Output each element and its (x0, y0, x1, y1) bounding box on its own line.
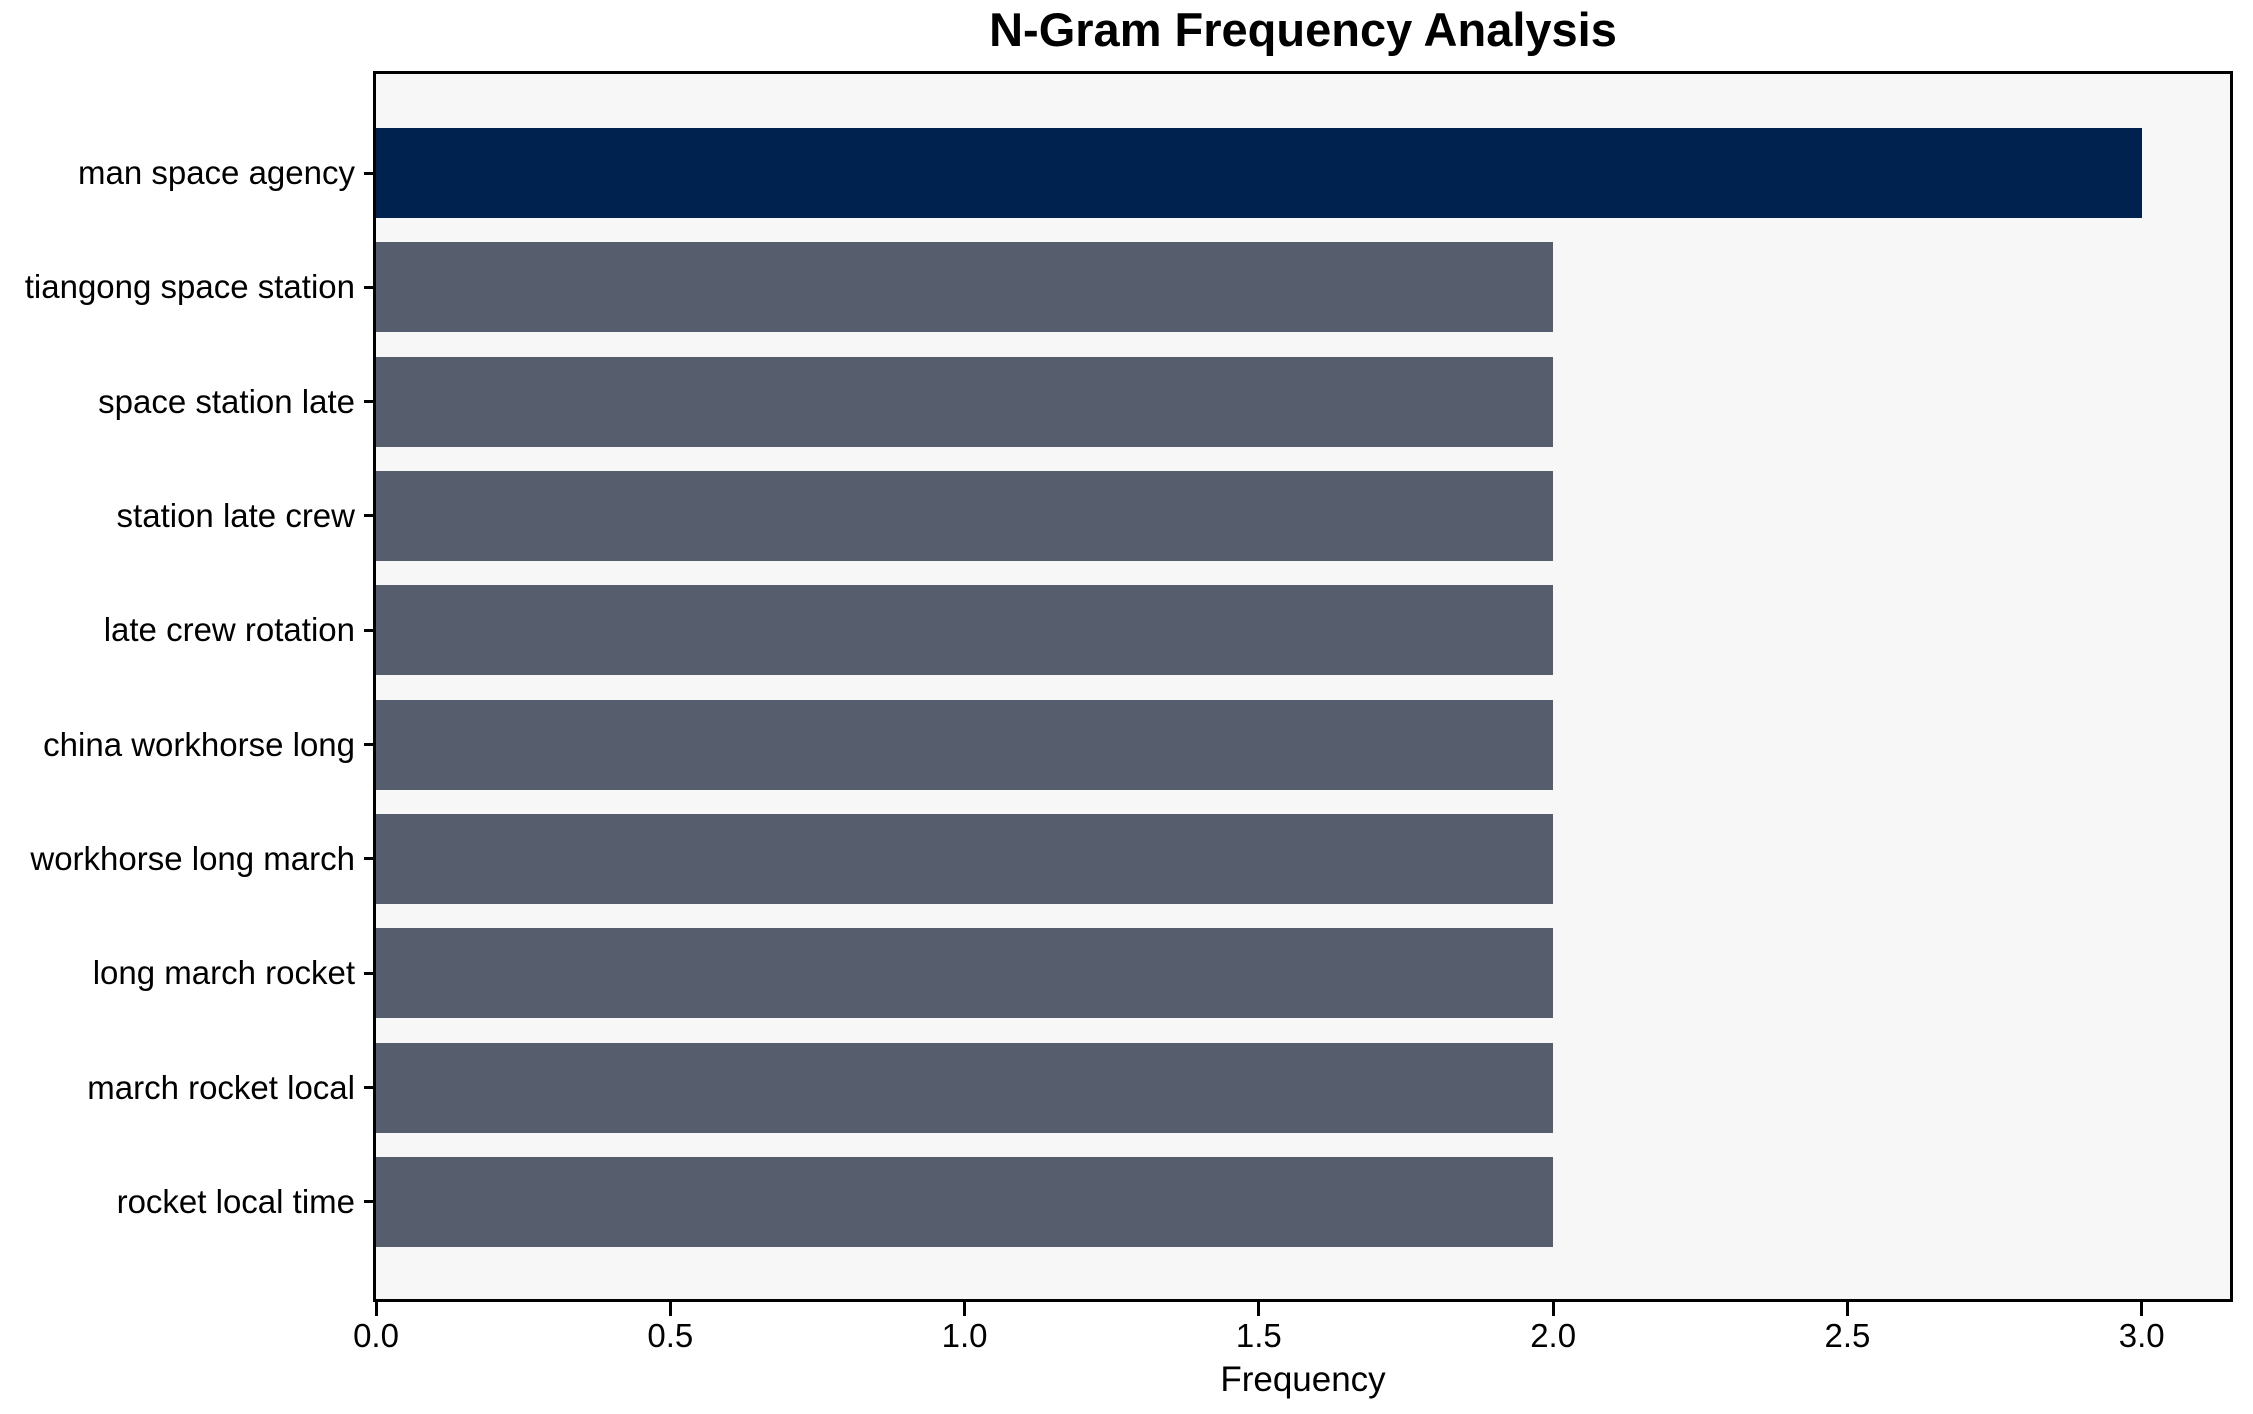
category-label: china workhorse long (43, 725, 355, 763)
y-label-cell: workhorse long march (0, 840, 376, 878)
y-label-cell: space station late (0, 383, 376, 421)
bar (376, 128, 2142, 218)
y-label-cell: china workhorse long (0, 726, 376, 764)
y-label-cell: late crew rotation (0, 611, 376, 649)
category-label: late crew rotation (103, 611, 355, 649)
category-label: rocket local time (116, 1182, 355, 1220)
bar-row: rocket local time (0, 1156, 2230, 1247)
x-tick-label: 2.5 (1824, 1317, 1871, 1354)
y-tick-mark (364, 971, 373, 975)
category-label: man space agency (77, 154, 355, 191)
bar-track (376, 242, 2230, 333)
bar-row: march rocket local (0, 1042, 2230, 1133)
x-axis-label: Frequency (1220, 1360, 1386, 1399)
y-tick-mark (364, 1200, 373, 1204)
bar-track (376, 699, 2230, 790)
x-tick-mark (1551, 1302, 1555, 1316)
y-label-cell: rocket local time (0, 1183, 376, 1221)
bar (376, 699, 1554, 790)
bar-row: station late crew (0, 470, 2230, 561)
bar (376, 585, 1554, 676)
category-label: long march rocket (92, 954, 355, 992)
y-tick-mark (364, 857, 373, 861)
bar-row: long march rocket (0, 928, 2230, 1019)
bar (376, 1156, 1554, 1247)
x-tick-label: 0.0 (353, 1317, 399, 1354)
bar-row: china workhorse long (0, 699, 2230, 790)
bar (376, 242, 1554, 333)
x-tick-mark (374, 1302, 378, 1316)
bar-track (376, 1156, 2230, 1247)
x-tick-mark (668, 1302, 672, 1316)
category-label: station late crew (116, 496, 355, 534)
bar (376, 928, 1554, 1019)
x-tick-label: 1.0 (941, 1317, 988, 1354)
bar-track (376, 813, 2230, 904)
category-label: space station late (98, 382, 355, 420)
x-tick-label: 1.5 (1235, 1317, 1282, 1354)
x-tick-mark (1845, 1302, 1849, 1316)
y-label-cell: tiangong space station (0, 268, 376, 306)
category-label: workhorse long march (30, 839, 355, 877)
bar-row: workhorse long march (0, 813, 2230, 904)
x-tick-label: 2.0 (1530, 1317, 1577, 1354)
y-label-cell: man space agency (0, 154, 376, 192)
y-label-cell: station late crew (0, 497, 376, 535)
y-tick-mark (364, 514, 373, 518)
x-tick-label: 0.5 (647, 1317, 694, 1354)
bar-track (376, 128, 2230, 218)
bar (376, 813, 1554, 904)
bar (376, 470, 1554, 561)
y-label-cell: long march rocket (0, 954, 376, 992)
x-tick-label: 3.0 (2118, 1317, 2165, 1354)
y-tick-mark (364, 400, 373, 404)
bar-rows-container: man space agency tiangong space station sp… (0, 74, 2230, 1299)
y-tick-mark (364, 285, 373, 289)
bar-track (376, 356, 2230, 447)
bar-track (376, 585, 2230, 676)
bar-track (376, 928, 2230, 1019)
bar (376, 1042, 1554, 1133)
bar-row: man space agency (0, 128, 2230, 218)
bar-track (376, 1042, 2230, 1133)
bar (376, 356, 1554, 447)
y-tick-mark (364, 743, 373, 747)
bar-row: space station late (0, 356, 2230, 447)
bar-track (376, 470, 2230, 561)
x-tick-mark (2140, 1302, 2144, 1316)
category-label: tiangong space station (24, 268, 355, 306)
y-tick-mark (364, 628, 373, 632)
chart-title: N-Gram Frequency Analysis (989, 3, 1617, 56)
category-label: march rocket local (87, 1068, 355, 1106)
bar-row: tiangong space station (0, 242, 2230, 333)
y-label-cell: march rocket local (0, 1069, 376, 1107)
y-tick-mark (364, 1086, 373, 1090)
y-tick-mark (364, 171, 373, 175)
x-tick-mark (963, 1302, 967, 1316)
x-tick-mark (1257, 1302, 1261, 1316)
bar-row: late crew rotation (0, 585, 2230, 676)
